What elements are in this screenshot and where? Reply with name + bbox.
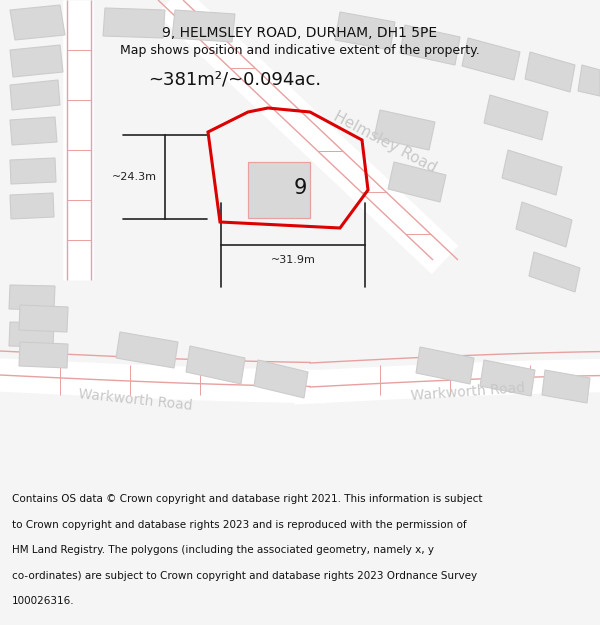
Polygon shape	[103, 8, 165, 38]
Text: Warkworth Road: Warkworth Road	[410, 381, 526, 403]
Polygon shape	[19, 305, 68, 332]
Polygon shape	[400, 25, 460, 65]
Text: 9, HELMSLEY ROAD, DURHAM, DH1 5PE: 9, HELMSLEY ROAD, DURHAM, DH1 5PE	[163, 26, 437, 40]
Polygon shape	[248, 162, 310, 218]
Polygon shape	[9, 285, 55, 310]
Polygon shape	[388, 162, 446, 202]
Polygon shape	[10, 193, 54, 219]
Polygon shape	[374, 110, 435, 150]
Polygon shape	[480, 360, 535, 396]
Polygon shape	[254, 360, 308, 398]
Text: to Crown copyright and database rights 2023 and is reproduced with the permissio: to Crown copyright and database rights 2…	[12, 520, 467, 530]
Text: Helmsley Road: Helmsley Road	[331, 109, 439, 176]
Polygon shape	[9, 322, 54, 347]
Polygon shape	[19, 342, 68, 368]
Polygon shape	[525, 52, 575, 92]
Polygon shape	[502, 150, 562, 195]
Polygon shape	[116, 332, 178, 368]
Text: 9: 9	[293, 178, 307, 198]
Text: Contains OS data © Crown copyright and database right 2021. This information is : Contains OS data © Crown copyright and d…	[12, 494, 482, 504]
Text: ~381m²/~0.094ac.: ~381m²/~0.094ac.	[148, 70, 321, 88]
Polygon shape	[172, 10, 235, 42]
Polygon shape	[186, 346, 245, 384]
Polygon shape	[516, 202, 572, 247]
Polygon shape	[335, 12, 395, 50]
Polygon shape	[416, 347, 474, 384]
Text: ~24.3m: ~24.3m	[112, 172, 157, 182]
Text: 100026316.: 100026316.	[12, 596, 74, 606]
Polygon shape	[10, 158, 56, 184]
Polygon shape	[484, 95, 548, 140]
Polygon shape	[10, 80, 60, 110]
Text: ~31.9m: ~31.9m	[271, 255, 316, 265]
Polygon shape	[10, 5, 65, 40]
Polygon shape	[578, 65, 600, 96]
Text: HM Land Registry. The polygons (including the associated geometry, namely x, y: HM Land Registry. The polygons (includin…	[12, 545, 434, 555]
Text: co-ordinates) are subject to Crown copyright and database rights 2023 Ordnance S: co-ordinates) are subject to Crown copyr…	[12, 571, 477, 581]
Polygon shape	[462, 38, 520, 80]
Polygon shape	[529, 252, 580, 292]
Polygon shape	[10, 117, 57, 145]
Polygon shape	[10, 45, 63, 77]
Text: Map shows position and indicative extent of the property.: Map shows position and indicative extent…	[120, 44, 480, 57]
Polygon shape	[542, 370, 590, 403]
Text: Warkworth Road: Warkworth Road	[77, 387, 193, 413]
